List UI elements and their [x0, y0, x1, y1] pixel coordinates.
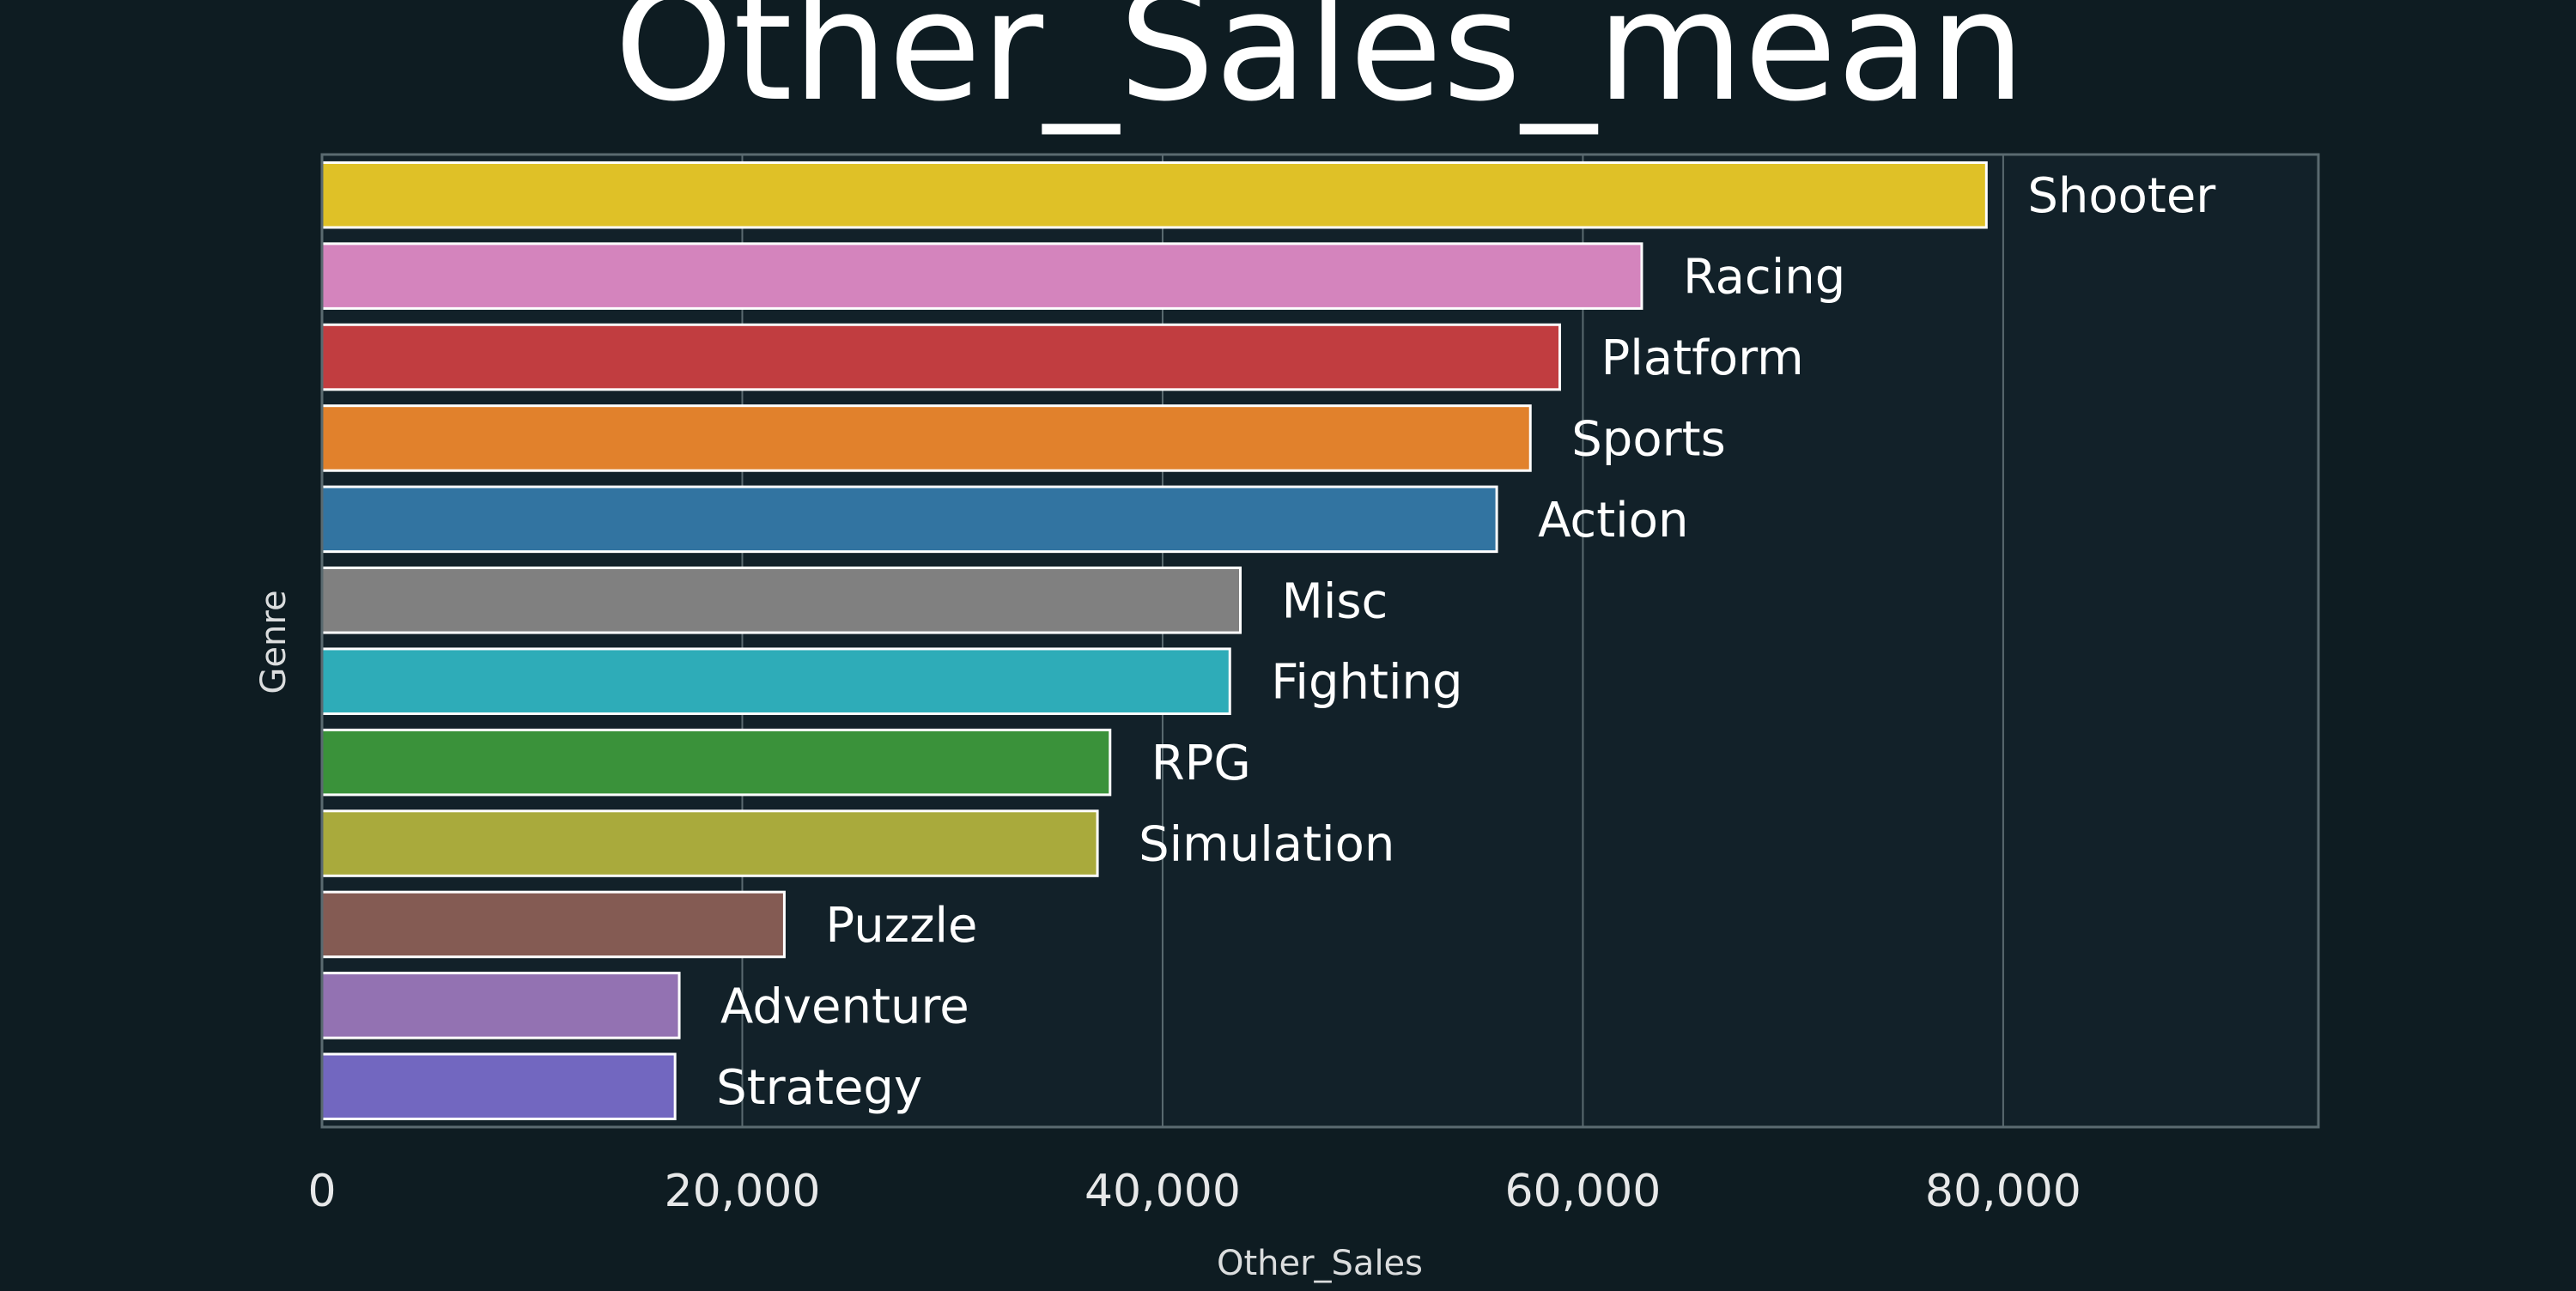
- bar-strategy: [320, 1052, 677, 1121]
- x-tick-label: 80,000: [1925, 1166, 2081, 1217]
- grid-lines: [741, 155, 2004, 1127]
- bar-label-action: Action: [1538, 493, 1688, 549]
- plot-area-background: [322, 155, 2318, 1127]
- bar-label-strategy: Strategy: [716, 1060, 922, 1116]
- y-axis-label: Genre: [254, 590, 294, 694]
- bar-label-sports: Sports: [1571, 411, 1726, 467]
- bar-misc: [320, 567, 1242, 634]
- x-tick-label: 40,000: [1084, 1166, 1241, 1217]
- bar-shooter: [320, 161, 1988, 229]
- bar-adventure: [320, 972, 681, 1039]
- bar-platform: [320, 323, 1561, 391]
- bar-racing: [320, 242, 1643, 310]
- bar-rpg: [320, 728, 1112, 797]
- bar-label-misc: Misc: [1282, 573, 1388, 629]
- bar-label-adventure: Adventure: [720, 979, 969, 1034]
- plot-frame: [320, 153, 2320, 1129]
- x-tick-labels: 0 20,000 40,000 60,000 80,000: [307, 1166, 2081, 1217]
- x-tick-label: 20,000: [664, 1166, 820, 1217]
- bar-label-shooter: Shooter: [2027, 168, 2216, 224]
- bar-puzzle: [320, 890, 786, 959]
- bar-label-puzzle: Puzzle: [825, 898, 977, 954]
- bar-sports: [320, 404, 1532, 472]
- bar-label-rpg: RPG: [1151, 736, 1251, 791]
- bar-fighting: [320, 647, 1231, 715]
- x-tick-label: 60,000: [1504, 1166, 1661, 1217]
- bar-label-simulation: Simulation: [1139, 817, 1394, 873]
- bar-action: [320, 485, 1498, 554]
- bar-label-platform: Platform: [1601, 330, 1804, 386]
- x-axis-label: Other_Sales: [1217, 1244, 1423, 1283]
- bar-label-fighting: Fighting: [1271, 655, 1462, 711]
- chart-title: Other_Sales_mean: [614, 0, 2025, 135]
- plot-border: [320, 153, 2320, 1129]
- bar-label-racing: Racing: [1683, 250, 1845, 306]
- bars: Shooter Racing Platform Sports Action Misc Fig…: [320, 161, 2216, 1121]
- x-tick-label: 0: [307, 1166, 336, 1217]
- bar-simulation: [320, 809, 1099, 877]
